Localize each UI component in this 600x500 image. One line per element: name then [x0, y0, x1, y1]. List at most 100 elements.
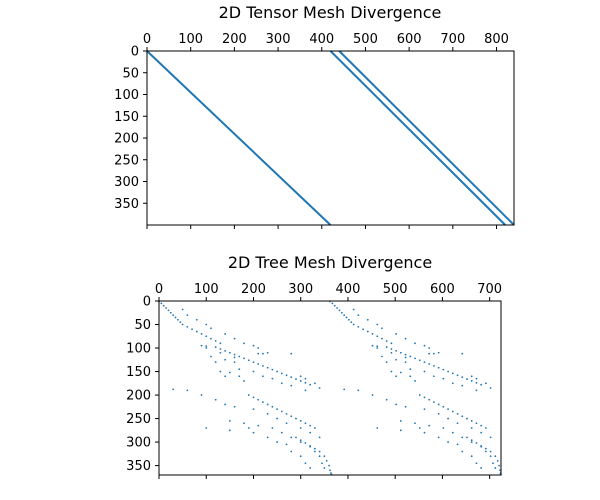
nonzero-point — [219, 342, 222, 345]
nonzero-point — [447, 441, 449, 443]
y-tick-label: 50 — [134, 318, 151, 333]
nonzero-point — [252, 361, 255, 364]
nonzero-point — [447, 408, 449, 411]
nonzero-point — [385, 361, 388, 364]
nonzero-point — [280, 431, 283, 434]
x-tick-label: 400 — [309, 32, 334, 47]
nonzero-point — [414, 422, 416, 425]
nonzero-point — [210, 337, 212, 340]
nonzero-point — [345, 316, 348, 319]
nonzero-point — [233, 353, 236, 356]
nonzero-point — [299, 427, 302, 429]
nonzero-point — [475, 462, 478, 465]
nonzero-point — [271, 405, 274, 408]
nonzero-point — [480, 383, 483, 386]
nonzero-point — [347, 318, 350, 321]
nonzero-point — [437, 436, 440, 439]
nonzero-point — [447, 417, 449, 420]
nonzero-point — [470, 439, 473, 442]
nonzero-point — [442, 368, 445, 371]
nonzero-point — [371, 333, 374, 335]
nonzero-point — [195, 330, 198, 333]
nonzero-point — [357, 314, 360, 317]
nonzero-point — [390, 342, 393, 345]
nonzero-point — [252, 370, 255, 373]
x-tick-label: 600 — [397, 32, 422, 47]
nonzero-point — [219, 348, 222, 350]
nonzero-point — [366, 318, 369, 321]
nonzero-point — [262, 364, 264, 367]
nonzero-point — [205, 427, 208, 429]
nonzero-point — [233, 337, 236, 340]
nonzero-point — [262, 401, 264, 404]
nonzero-point — [172, 314, 175, 317]
nonzero-point — [304, 377, 307, 380]
nonzero-point — [200, 344, 203, 347]
nonzero-point — [352, 323, 355, 326]
nonzero-point — [210, 327, 212, 330]
y-tick-label: 150 — [126, 365, 151, 380]
nonzero-point — [366, 330, 369, 333]
nonzero-point — [247, 427, 250, 429]
nonzero-point — [174, 316, 177, 319]
nonzero-point — [214, 398, 217, 401]
nonzero-point — [395, 349, 398, 352]
nonzero-point — [437, 412, 440, 415]
nonzero-point — [252, 396, 255, 399]
nonzero-point — [290, 415, 293, 418]
nonzero-point — [362, 328, 364, 331]
nonzero-point — [160, 302, 163, 305]
nonzero-point — [186, 314, 189, 317]
nonzero-point — [489, 450, 492, 453]
nonzero-point — [447, 370, 449, 373]
nonzero-point — [318, 455, 321, 458]
nonzero-point — [489, 387, 492, 389]
nonzero-point — [423, 431, 426, 434]
nonzero-point — [461, 436, 464, 439]
nonzero-point — [290, 352, 293, 355]
nonzero-point — [290, 384, 293, 387]
nonzero-point — [475, 389, 478, 392]
nonzero-point — [276, 370, 278, 373]
nonzero-point — [470, 455, 473, 458]
nonzero-point — [451, 372, 454, 375]
nonzero-point — [266, 351, 269, 354]
nonzero-point — [280, 382, 283, 385]
nonzero-point — [466, 436, 468, 439]
nonzero-point — [262, 375, 264, 378]
nonzero-point — [304, 442, 307, 444]
nonzero-point — [433, 401, 435, 404]
nonzero-point — [390, 370, 393, 373]
nonzero-point — [271, 377, 274, 380]
nonzero-point — [461, 450, 464, 453]
nonzero-point — [456, 412, 459, 415]
nonzero-point — [330, 472, 332, 475]
nonzero-point — [285, 422, 288, 425]
nonzero-point — [257, 347, 260, 349]
plot-area — [158, 300, 502, 476]
nonzero-point — [186, 325, 189, 328]
nonzero-point — [466, 417, 468, 420]
nonzero-point — [238, 355, 241, 358]
y-tick-label: 250 — [126, 412, 151, 427]
nonzero-point — [276, 417, 278, 420]
nonzero-point — [309, 467, 312, 469]
nonzero-point — [385, 398, 388, 401]
x-tick-label: 100 — [194, 282, 219, 297]
nonzero-point — [266, 403, 269, 406]
x-tick-label: 500 — [353, 32, 378, 47]
nonzero-point — [172, 388, 175, 391]
nonzero-point — [219, 351, 222, 354]
nonzero-diagonal-0 — [146, 50, 332, 226]
nonzero-point — [318, 387, 321, 389]
nonzero-point — [331, 302, 334, 305]
nonzero-point — [480, 431, 483, 434]
nonzero-point — [494, 467, 497, 469]
nonzero-point — [404, 337, 407, 340]
x-tick-label: 300 — [266, 32, 291, 47]
nonzero-point — [271, 427, 274, 429]
x-tick-label: 800 — [484, 32, 509, 47]
nonzero-point — [228, 429, 231, 432]
x-tick-label: 200 — [222, 32, 247, 47]
nonzero-point — [475, 377, 478, 380]
